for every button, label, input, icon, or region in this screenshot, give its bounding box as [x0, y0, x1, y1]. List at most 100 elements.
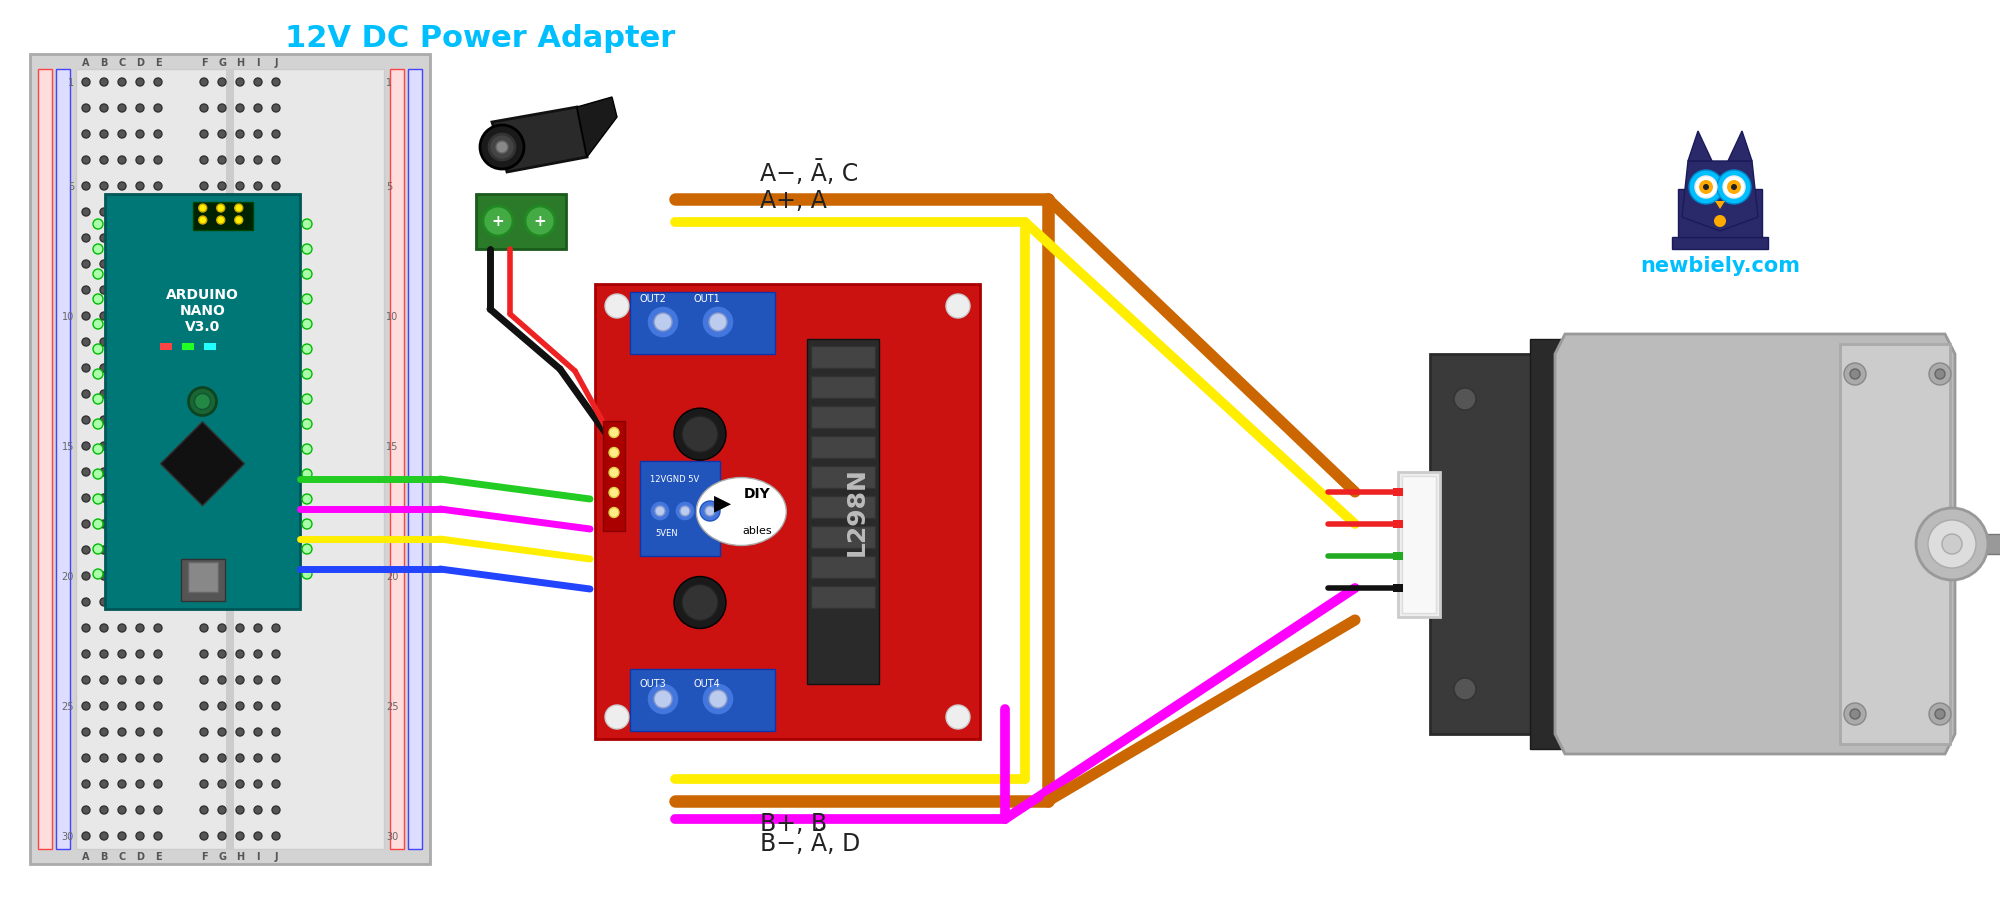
- Circle shape: [218, 780, 226, 788]
- Circle shape: [1698, 180, 1712, 195]
- Circle shape: [254, 728, 262, 736]
- Circle shape: [100, 468, 108, 476]
- Text: OUT2: OUT2: [640, 293, 666, 303]
- Circle shape: [200, 364, 208, 373]
- Circle shape: [272, 650, 280, 659]
- Circle shape: [254, 312, 262, 321]
- Circle shape: [100, 364, 108, 373]
- Text: OUT1: OUT1: [694, 293, 720, 303]
- Circle shape: [82, 702, 90, 711]
- Circle shape: [1726, 180, 1740, 195]
- Circle shape: [218, 105, 226, 113]
- Circle shape: [154, 806, 162, 814]
- Circle shape: [236, 287, 244, 294]
- Circle shape: [602, 291, 634, 322]
- Circle shape: [1916, 508, 1988, 580]
- Bar: [188, 562, 218, 592]
- Polygon shape: [1682, 162, 1758, 231]
- Circle shape: [254, 676, 262, 684]
- Circle shape: [118, 364, 126, 373]
- Circle shape: [272, 79, 280, 87]
- Circle shape: [682, 416, 718, 453]
- Circle shape: [100, 754, 108, 763]
- Circle shape: [82, 183, 90, 190]
- Circle shape: [82, 235, 90, 242]
- Text: H: H: [236, 58, 244, 68]
- Polygon shape: [1672, 238, 1768, 250]
- Circle shape: [136, 702, 144, 711]
- Circle shape: [100, 79, 108, 87]
- Circle shape: [200, 650, 208, 659]
- Circle shape: [154, 650, 162, 659]
- Text: 25: 25: [62, 701, 74, 711]
- Circle shape: [218, 364, 226, 373]
- Text: G: G: [218, 58, 226, 68]
- Circle shape: [272, 832, 280, 840]
- Circle shape: [118, 79, 126, 87]
- Circle shape: [236, 183, 244, 190]
- Circle shape: [100, 495, 108, 503]
- Circle shape: [118, 599, 126, 607]
- Circle shape: [94, 420, 104, 429]
- Circle shape: [118, 547, 126, 555]
- Circle shape: [272, 495, 280, 503]
- Circle shape: [136, 547, 144, 555]
- Text: newbiely.com: newbiely.com: [1640, 256, 1800, 276]
- Circle shape: [272, 702, 280, 711]
- Circle shape: [94, 320, 104, 330]
- Circle shape: [200, 79, 208, 87]
- Circle shape: [154, 391, 162, 399]
- Circle shape: [254, 832, 262, 840]
- Text: L298N: L298N: [844, 467, 868, 556]
- Bar: [810, 406, 874, 428]
- Bar: [630, 670, 776, 732]
- Circle shape: [200, 157, 208, 165]
- Text: 25: 25: [386, 701, 398, 711]
- Circle shape: [136, 391, 144, 399]
- Text: 30: 30: [62, 831, 74, 841]
- Text: ▶: ▶: [714, 493, 730, 513]
- Circle shape: [118, 105, 126, 113]
- Circle shape: [496, 142, 508, 154]
- Circle shape: [200, 676, 208, 684]
- Circle shape: [654, 313, 672, 332]
- Bar: [1530, 340, 1600, 749]
- Bar: [226, 70, 234, 849]
- Circle shape: [154, 157, 162, 165]
- Circle shape: [136, 806, 144, 814]
- Text: 20: 20: [386, 571, 398, 581]
- Text: 12VGND 5V: 12VGND 5V: [650, 475, 700, 484]
- Circle shape: [154, 547, 162, 555]
- Bar: [630, 292, 776, 354]
- Circle shape: [218, 468, 226, 476]
- Circle shape: [100, 728, 108, 736]
- Circle shape: [82, 728, 90, 736]
- Bar: [1952, 535, 2000, 555]
- Bar: [810, 466, 874, 488]
- Circle shape: [118, 754, 126, 763]
- Circle shape: [136, 79, 144, 87]
- Ellipse shape: [696, 478, 786, 546]
- Circle shape: [610, 468, 620, 478]
- Circle shape: [254, 650, 262, 659]
- Circle shape: [302, 445, 312, 455]
- Circle shape: [200, 261, 208, 269]
- Circle shape: [236, 547, 244, 555]
- Circle shape: [302, 394, 312, 404]
- Circle shape: [272, 391, 280, 399]
- Circle shape: [118, 209, 126, 217]
- Bar: [192, 203, 252, 230]
- Circle shape: [218, 416, 226, 425]
- Circle shape: [200, 105, 208, 113]
- Circle shape: [94, 519, 104, 529]
- Circle shape: [236, 235, 244, 242]
- Circle shape: [606, 705, 630, 729]
- Circle shape: [100, 183, 108, 190]
- Circle shape: [200, 832, 208, 840]
- Circle shape: [302, 420, 312, 429]
- Circle shape: [218, 391, 226, 399]
- Text: 5: 5: [386, 182, 392, 192]
- Circle shape: [1850, 710, 1860, 719]
- Circle shape: [118, 391, 126, 399]
- Circle shape: [236, 495, 244, 503]
